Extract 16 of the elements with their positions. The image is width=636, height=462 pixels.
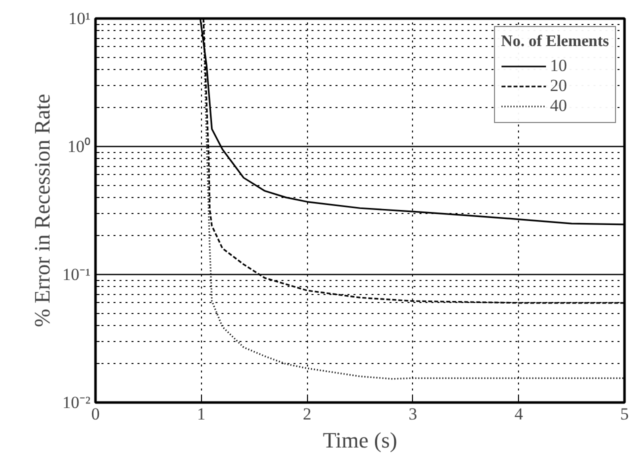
legend-label: 20 [550, 76, 568, 96]
legend-title: No. of Elements [501, 33, 609, 51]
x-tick-label: 1 [197, 404, 206, 424]
y-tick-label: 10¹ [68, 9, 91, 28]
y-tick-label: 10⁰ [68, 137, 90, 156]
y-tick-label: 10⁻¹ [62, 265, 91, 284]
legend-label: 10 [550, 56, 568, 76]
y-axis-title: % Error in Recession Rate [29, 94, 54, 328]
y-tick-label: 10⁻² [62, 393, 91, 412]
x-tick-label: 0 [91, 404, 100, 424]
x-axis-title: Time (s) [322, 428, 398, 452]
x-tick-label: 3 [408, 404, 418, 424]
x-tick-label: 2 [302, 404, 312, 424]
legend-label: 40 [550, 96, 568, 116]
x-tick-label: 5 [620, 404, 629, 424]
x-tick-label: 4 [514, 404, 524, 424]
